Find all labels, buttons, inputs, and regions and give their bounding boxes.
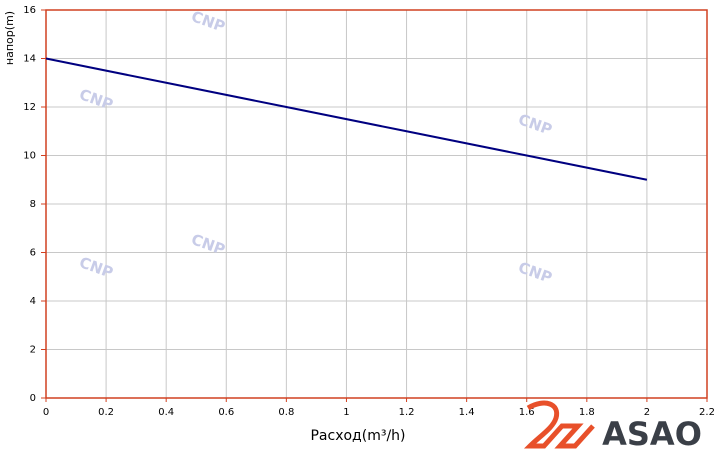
x-tick-label: 2 (644, 407, 650, 418)
x-tick-label: 0.6 (218, 407, 234, 418)
watermark: CNP (516, 110, 555, 139)
x-tick-label: 0.8 (278, 407, 294, 418)
y-tick-label: 4 (30, 296, 36, 307)
watermark: CNP (189, 7, 228, 36)
x-tick-label: 0.4 (158, 407, 174, 418)
y-tick-label: 12 (23, 102, 36, 113)
line (45, 57, 648, 181)
x-axis-label: Расход(m³/h) (310, 428, 405, 444)
y-tick-label: 6 (30, 248, 36, 259)
x-tick-label: 0 (43, 407, 49, 418)
x-tick-label: 0.2 (98, 407, 114, 418)
y-tick-label: 10 (23, 151, 36, 162)
watermark: CNP (77, 85, 116, 114)
x-tick-label: 1.2 (399, 407, 415, 418)
x-tick-label: 1.4 (459, 407, 475, 418)
y-tick-label: 8 (30, 199, 36, 210)
watermark: CNP (189, 230, 228, 259)
x-tick-label: 1.8 (579, 407, 595, 418)
logo-text: ASAO (602, 415, 702, 449)
x-tick-label: 1.6 (519, 407, 535, 418)
y-axis-label: напор(m) (3, 11, 16, 65)
y-tick-label: 16 (23, 5, 36, 16)
plot-border (45, 9, 708, 399)
x-tick-label: 1 (343, 407, 349, 418)
watermark: CNP (516, 258, 555, 287)
logo-mark (523, 400, 595, 449)
logo-group: ASAO (523, 400, 702, 449)
plot: 0 0.2 0.4 0.6 0.8 1 1.2 1.4 1.6 1.8 2 2.2 0 2 4 6 8 10 12 1… (23, 5, 715, 418)
watermark: CNP (77, 253, 116, 282)
y-tick-label: 2 (30, 345, 36, 356)
y-tick-label: 14 (23, 54, 36, 65)
y-tick-label: 0 (30, 393, 36, 404)
x-tick-label: 2.2 (699, 407, 715, 418)
